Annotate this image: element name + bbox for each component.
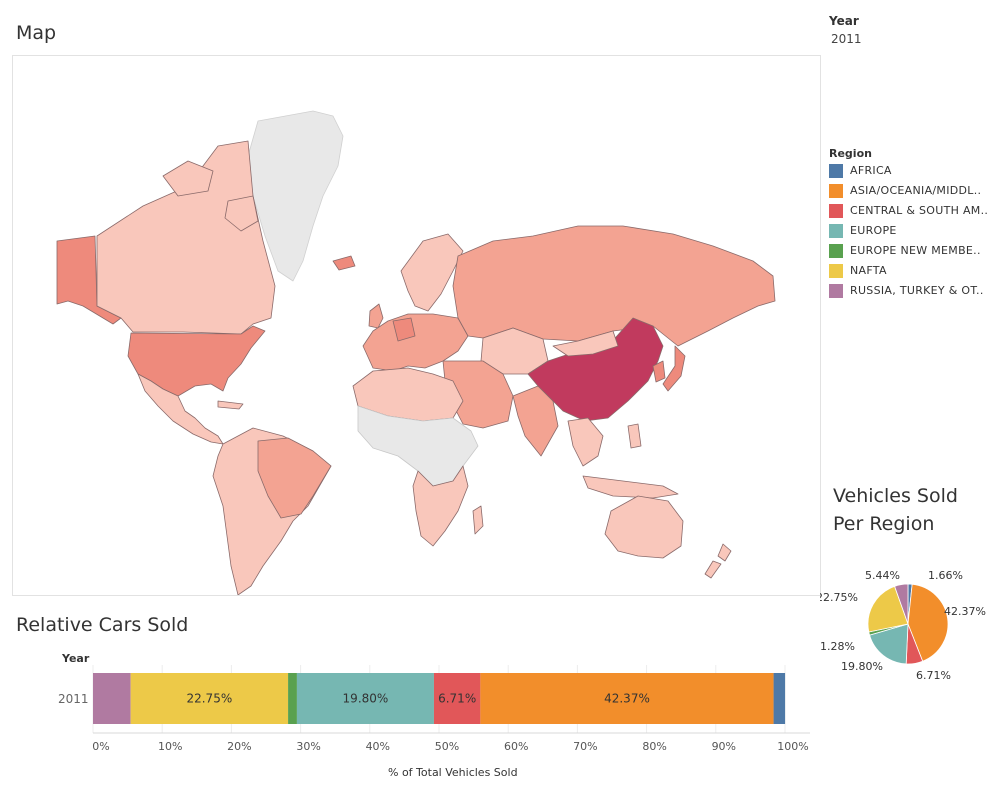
legend-title: Region (829, 147, 872, 160)
map-arctic-islands (162, 160, 214, 197)
legend-label: NAFTA (850, 264, 887, 277)
legend-label: EUROPE NEW MEMBE.. (850, 244, 981, 257)
map-indonesia (582, 475, 679, 499)
pie-title-line2: Per Region (833, 513, 935, 535)
map-scandinavia (400, 233, 464, 312)
legend-swatch (829, 264, 843, 278)
bar-data-label: 42.37% (604, 692, 650, 706)
bar-segment[interactable] (288, 673, 297, 724)
legend-swatch (829, 284, 843, 298)
map-philippines (627, 423, 642, 449)
map-russia (452, 225, 776, 347)
legend-item[interactable]: EUROPE NEW MEMBE.. (829, 243, 994, 259)
legend-swatch (829, 224, 843, 238)
pie-data-label: 22.75% (820, 591, 858, 604)
map-baffin (224, 195, 259, 232)
map-japan (662, 345, 686, 392)
legend-item[interactable]: ASIA/OCEANIA/MIDDL.. (829, 183, 994, 199)
map-iceland (332, 255, 356, 271)
world-map-svg[interactable] (13, 56, 820, 595)
legend-swatch (829, 204, 843, 218)
bar-segment[interactable] (480, 673, 774, 724)
map-canada (96, 140, 276, 335)
map-southern-africa (412, 465, 469, 547)
pie-slice[interactable] (867, 585, 909, 633)
pie-title: Vehicles Sold Per Region (833, 482, 958, 538)
bar-x-tick: 80% (642, 740, 666, 753)
map-se-asia (567, 417, 604, 467)
bar-x-tick: 0% (92, 740, 109, 753)
bar-x-tick: 50% (435, 740, 459, 753)
legend-swatch (829, 244, 843, 258)
pie-data-label: 5.44% (865, 569, 900, 582)
pie-data-label: 42.37% (944, 605, 986, 618)
map-mexico (137, 373, 224, 445)
bar-x-tick: 90% (712, 740, 736, 753)
pie-slice[interactable] (907, 583, 949, 662)
bar-chart-title: Relative Cars Sold (16, 614, 189, 636)
bar-segment[interactable] (433, 673, 481, 724)
map-new-zealand-south (704, 560, 722, 579)
map-greenland (247, 110, 344, 282)
bar-x-tick: 30% (296, 740, 320, 753)
pie-title-line1: Vehicles Sold (833, 485, 958, 507)
legend-label: ASIA/OCEANIA/MIDDL.. (850, 184, 982, 197)
bar-segment[interactable] (130, 673, 289, 724)
pie-data-label: 6.71% (916, 669, 951, 682)
legend-label: CENTRAL & SOUTH AM.. (850, 204, 989, 217)
pie-data-label: 1.66% (928, 569, 963, 582)
map-cuba (217, 400, 244, 410)
map-korea (652, 360, 666, 383)
year-filter-value[interactable]: 2011 (831, 32, 862, 46)
bar-x-tick: 10% (158, 740, 182, 753)
map-title: Map (16, 22, 57, 44)
bar-x-tick: 100% (777, 740, 808, 753)
world-map[interactable] (12, 55, 821, 596)
map-mongolia (552, 330, 619, 357)
legend-item[interactable]: RUSSIA, TURKEY & OT.. (829, 283, 994, 299)
bar-x-tick: 60% (504, 740, 528, 753)
bar-segment[interactable] (773, 673, 786, 724)
bar-row-label: 2011 (58, 692, 89, 706)
bar-segment[interactable] (296, 673, 434, 724)
pie-data-label: 1.28% (820, 640, 855, 653)
legend-item[interactable]: AFRICA (829, 163, 994, 179)
stacked-bar-chart[interactable]: 0% 10% 20% 30% 40% 50% 60% 70% 80% 90% 100% 22.75% 1… (80, 665, 820, 760)
bar-data-label: 22.75% (186, 692, 232, 706)
map-germany (392, 317, 416, 342)
bar-row-header: Year (62, 652, 90, 665)
legend-item[interactable]: EUROPE (829, 223, 994, 239)
bar-x-tick: 20% (227, 740, 251, 753)
legend-item[interactable]: NAFTA (829, 263, 994, 279)
pie-slice[interactable] (869, 623, 909, 665)
map-alaska (56, 235, 122, 325)
bar-data-label: 6.71% (438, 692, 476, 706)
map-australia (604, 495, 684, 559)
map-uk (368, 303, 384, 329)
legend-swatch (829, 164, 843, 178)
bar-segment[interactable] (93, 673, 131, 724)
legend-item[interactable]: CENTRAL & SOUTH AM.. (829, 203, 994, 219)
map-new-zealand (717, 543, 732, 562)
bar-data-label: 19.80% (343, 692, 389, 706)
legend-label: AFRICA (850, 164, 892, 177)
pie-chart[interactable]: 1.66% 42.37% 6.71% 19.80% 1.28% 22.75% 5.44% (820, 560, 995, 690)
legend-label: EUROPE (850, 224, 897, 237)
legend-swatch (829, 184, 843, 198)
legend-label: RUSSIA, TURKEY & OT.. (850, 284, 984, 297)
bar-x-tick: 40% (366, 740, 390, 753)
year-filter-label: Year (829, 14, 859, 28)
bar-x-axis-title: % of Total Vehicles Sold (388, 766, 518, 779)
pie-data-label: 19.80% (841, 660, 883, 673)
bar-x-tick: 70% (573, 740, 597, 753)
pie-slice[interactable] (894, 583, 909, 625)
map-madagascar (472, 505, 484, 535)
map-brazil (257, 437, 332, 519)
